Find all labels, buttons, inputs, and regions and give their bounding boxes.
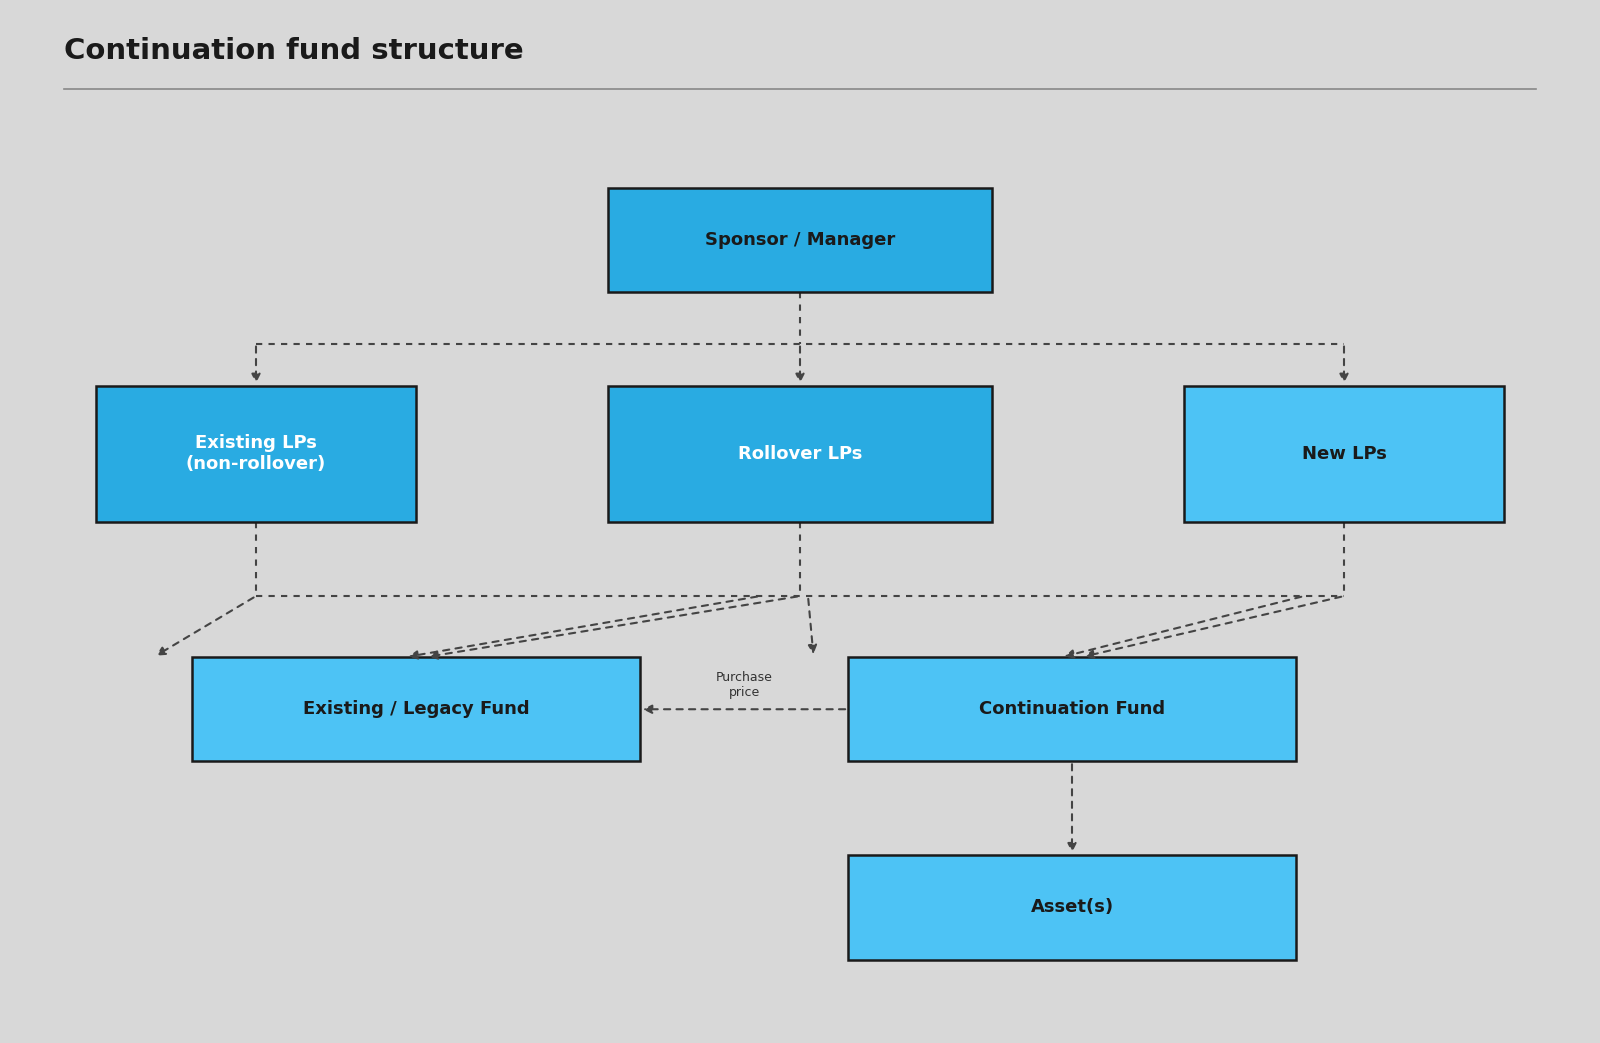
Bar — [848, 657, 1296, 761]
Text: New LPs: New LPs — [1301, 444, 1387, 463]
Bar — [608, 386, 992, 522]
Bar — [848, 855, 1296, 960]
Text: Rollover LPs: Rollover LPs — [738, 444, 862, 463]
Text: Asset(s): Asset(s) — [1030, 898, 1114, 917]
Text: Continuation fund structure: Continuation fund structure — [64, 37, 523, 65]
Text: Continuation Fund: Continuation Fund — [979, 700, 1165, 719]
Text: Existing LPs
(non-rollover): Existing LPs (non-rollover) — [186, 434, 326, 474]
Bar — [1184, 386, 1504, 522]
Text: Purchase
price: Purchase price — [715, 671, 773, 699]
Bar — [608, 188, 992, 292]
Text: Existing / Legacy Fund: Existing / Legacy Fund — [302, 700, 530, 719]
Text: Sponsor / Manager: Sponsor / Manager — [706, 231, 894, 249]
Bar — [96, 386, 416, 522]
Bar — [192, 657, 640, 761]
